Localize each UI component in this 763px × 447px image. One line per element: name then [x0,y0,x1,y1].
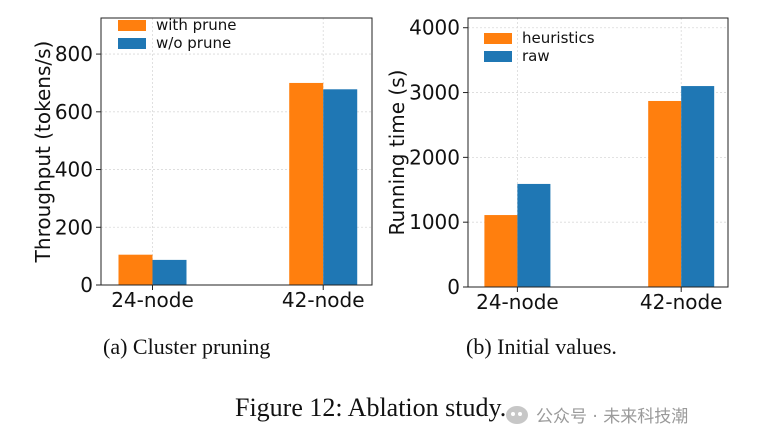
watermark: 公众号 · 未来科技潮 [506,402,688,427]
y-tick-label: 3000 [409,81,460,105]
chart-cluster-pruning: 0 200 400 600 800 24-node 42-node Throughput (t… [31,16,373,312]
y-tick-label: 400 [55,158,93,182]
y-axis-label: Running time (s) [385,70,409,236]
bar-with-prune-24-node [118,254,153,285]
figure-caption: Figure 12: Ablation study. [235,393,507,422]
x-tick-label: 24-node [476,290,559,314]
y-tick-label: 4000 [409,16,460,40]
bar-w-o-prune-24-node [152,259,187,285]
legend-swatch [118,20,146,31]
legend-swatch [484,51,512,62]
y-tick-label: 1000 [409,210,460,234]
bar-w-o-prune-42-node [323,89,358,285]
y-tick-label: 0 [447,275,460,299]
legend-label: raw [522,47,550,65]
x-tick-label: 42-node [640,290,723,314]
legend-label: w/o prune [156,34,231,52]
bar-with-prune-42-node [289,82,324,285]
x-tick-label: 24-node [111,288,194,312]
x-tick-label: 42-node [282,288,365,312]
wechat-icon [506,405,528,424]
bar-heuristics-24-node [484,215,518,287]
subfigure-caption-a: (a) Cluster pruning [103,334,271,359]
bar-raw-42-node [681,86,715,287]
y-tick-label: 200 [55,215,93,239]
y-axis-label: Throughput (tokens/s) [31,41,55,264]
y-tick-label: 0 [80,273,93,297]
watermark-text: 公众号 · 未来科技潮 [536,407,689,427]
legend-swatch [118,38,146,49]
legend-label: with prune [156,16,237,34]
y-tick-label: 600 [55,100,93,124]
legend-swatch [484,33,512,44]
legend-label: heuristics [522,29,595,47]
plot-frame [100,17,373,286]
y-tick-label: 800 [55,42,93,66]
subfigure-caption-b: (b) Initial values. [466,334,617,359]
chart-initial-values: 0 1000 2000 3000 4000 24-node 42-node Running t… [385,16,729,314]
y-tick-label: 2000 [409,145,460,169]
plot-frame [467,17,729,288]
bar-raw-24-node [517,183,551,287]
bar-heuristics-42-node [648,100,682,287]
